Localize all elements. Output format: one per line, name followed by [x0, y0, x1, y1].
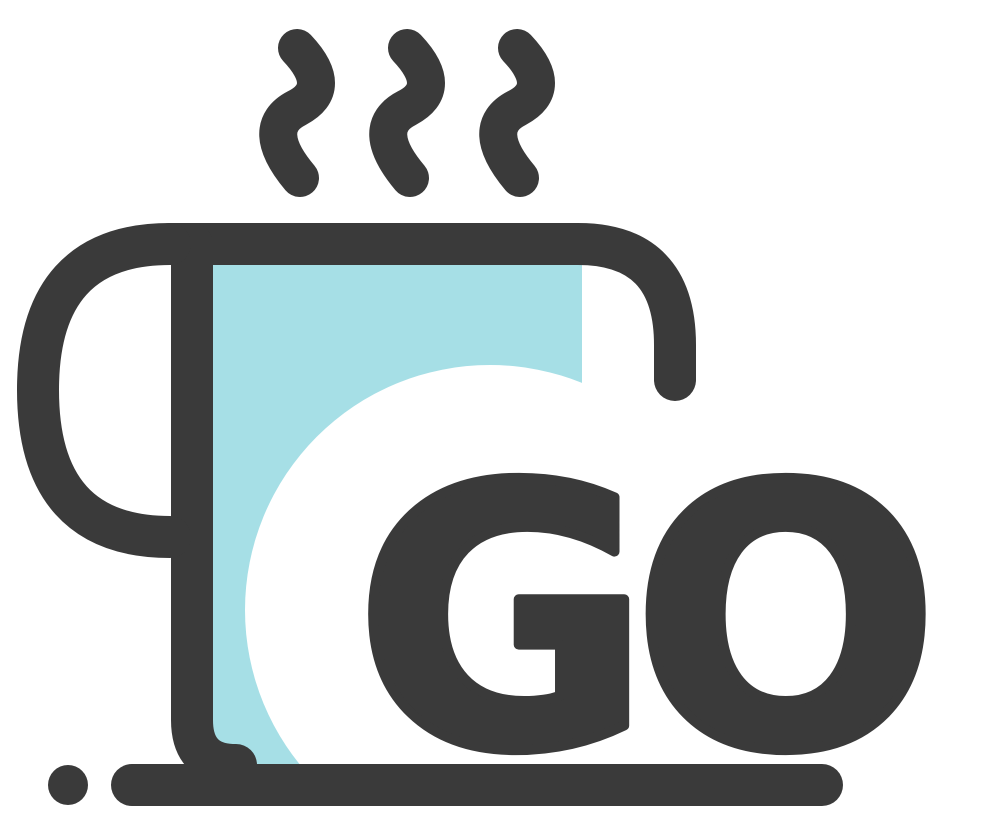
saucer-dot: [48, 765, 88, 805]
wordmark-backdrop-circle: [245, 365, 735, 840]
steam-icon: [259, 29, 555, 197]
saucer-line: [48, 764, 843, 806]
logo-wordmark: GO: [355, 411, 925, 830]
